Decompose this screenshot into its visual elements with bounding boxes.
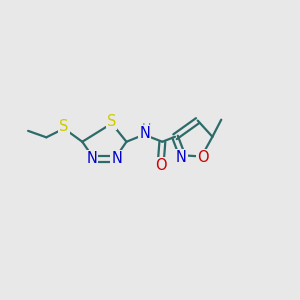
Text: O: O	[197, 150, 209, 165]
Text: H: H	[142, 122, 151, 135]
Text: S: S	[59, 118, 69, 134]
Text: O: O	[155, 158, 167, 173]
Text: N: N	[87, 151, 98, 166]
Text: N: N	[176, 150, 187, 165]
Text: N: N	[139, 126, 150, 141]
Text: S: S	[107, 114, 116, 129]
Text: N: N	[111, 151, 122, 166]
